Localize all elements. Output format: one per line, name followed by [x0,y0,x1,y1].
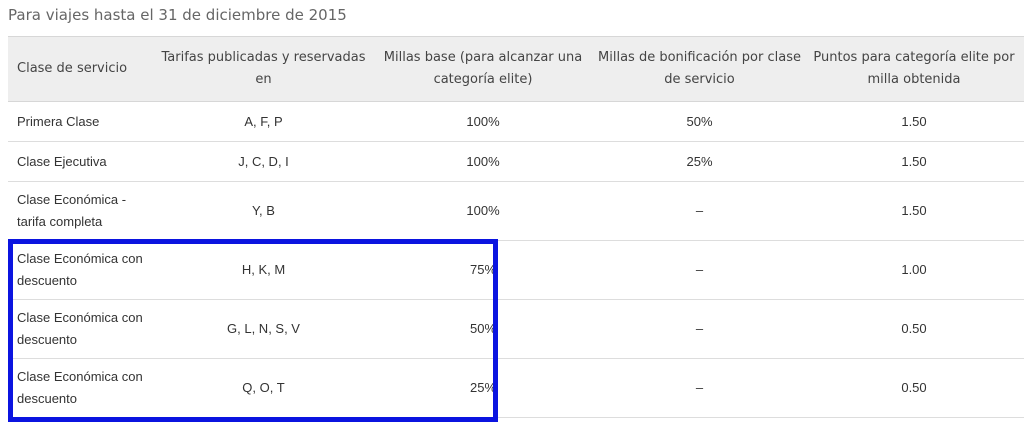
cell-elite-points: 0.50 [804,358,1024,418]
cell-base-miles: 100% [371,101,595,142]
cell-service-class: Primera Clase [8,101,156,142]
cell-bonus-miles: 25% [595,141,804,182]
cell-elite-points: 1.50 [804,141,1024,182]
table-row: Clase Económica con descuento Q, O, T 25… [8,358,1024,418]
cell-fare-codes: A, F, P [156,101,371,142]
cell-base-miles: 25% [371,358,595,418]
table-header: Clase de servicio Tarifas publicadas y r… [8,36,1024,102]
header-service-class: Clase de servicio [8,36,156,102]
cell-service-class: Clase Económica con descuento [8,299,156,359]
cell-fare-codes: G, L, N, S, V [156,299,371,359]
cell-base-miles: 100% [371,181,595,241]
cell-service-class: Clase Económica con descuento [8,240,156,300]
table-caption: Para viajes hasta el 31 de diciembre de … [8,6,347,24]
header-row: Clase de servicio Tarifas publicadas y r… [8,36,1024,102]
cell-elite-points: 0.50 [804,299,1024,359]
table-row: Clase Ejecutiva J, C, D, I 100% 25% 1.50 [8,141,1024,182]
cell-service-class: Clase Económica - tarifa completa [8,181,156,241]
cell-bonus-miles: – [595,240,804,300]
header-bonus-miles: Millas de bonificación por clase de serv… [595,36,804,102]
cell-elite-points: 1.00 [804,240,1024,300]
cell-bonus-miles: – [595,299,804,359]
table-row: Clase Económica con descuento H, K, M 75… [8,240,1024,300]
fare-class-table: Clase de servicio Tarifas publicadas y r… [8,36,1024,418]
header-base-miles: Millas base (para alcanzar una categoría… [371,36,595,102]
header-fare-codes: Tarifas publicadas y reservadas en [156,36,371,102]
cell-service-class: Clase Ejecutiva [8,141,156,182]
cell-fare-codes: Q, O, T [156,358,371,418]
cell-fare-codes: J, C, D, I [156,141,371,182]
cell-base-miles: 75% [371,240,595,300]
cell-service-class: Clase Económica con descuento [8,358,156,418]
cell-fare-codes: Y, B [156,181,371,241]
table-row: Primera Clase A, F, P 100% 50% 1.50 [8,101,1024,142]
cell-bonus-miles: – [595,358,804,418]
header-elite-points: Puntos para categoría elite por milla ob… [804,36,1024,102]
table-body: Primera Clase A, F, P 100% 50% 1.50 Clas… [8,101,1024,418]
cell-bonus-miles: – [595,181,804,241]
cell-elite-points: 1.50 [804,101,1024,142]
table-row: Clase Económica con descuento G, L, N, S… [8,299,1024,359]
cell-base-miles: 100% [371,141,595,182]
cell-elite-points: 1.50 [804,181,1024,241]
table-row: Clase Económica - tarifa completa Y, B 1… [8,181,1024,241]
cell-bonus-miles: 50% [595,101,804,142]
cell-fare-codes: H, K, M [156,240,371,300]
cell-base-miles: 50% [371,299,595,359]
